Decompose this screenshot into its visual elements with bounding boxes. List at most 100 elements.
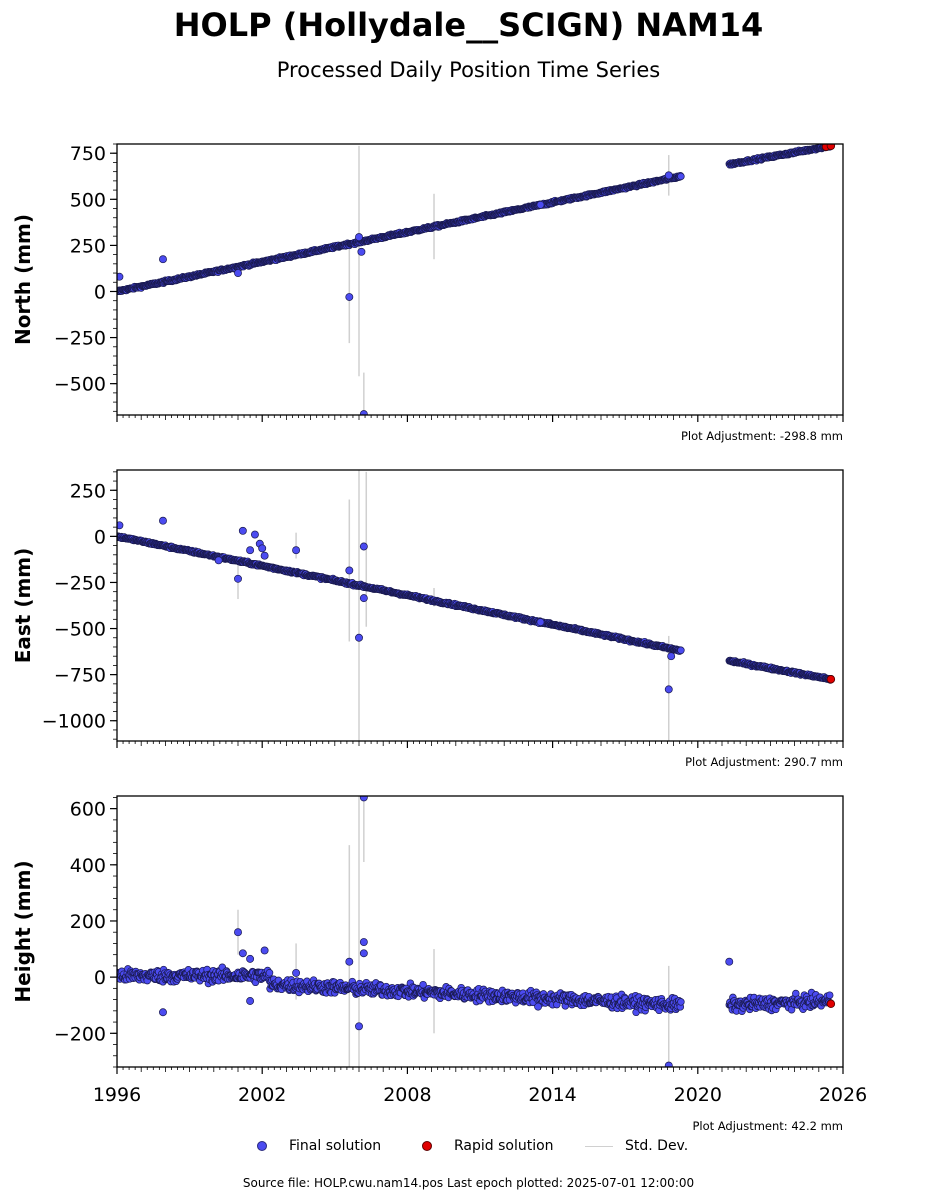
y-tick-label: −500 xyxy=(54,619,106,641)
final-point xyxy=(664,685,673,694)
final-point xyxy=(536,618,545,627)
x-tick-label: 2026 xyxy=(819,1084,867,1106)
y-tick-label: 500 xyxy=(70,189,106,211)
rapid-point xyxy=(826,999,836,1009)
final-point xyxy=(359,938,368,946)
final-point xyxy=(117,272,124,281)
plot-frame xyxy=(116,469,844,742)
source-footer: Source file: HOLP.cwu.nam14.pos Last epo… xyxy=(242,1176,695,1190)
x-tick-label: 2020 xyxy=(674,1084,722,1106)
y-tick-label: −750 xyxy=(54,665,106,687)
y-tick-label: 200 xyxy=(70,911,106,933)
plot-area xyxy=(117,144,836,415)
rapid-solution-marker-icon xyxy=(422,1141,432,1151)
legend-rapid-label: Rapid solution xyxy=(454,1138,554,1154)
final-solution-marker-icon xyxy=(257,1141,267,1151)
final-point xyxy=(258,544,267,553)
plot-adjustment-label: Plot Adjustment: -298.8 mm xyxy=(681,429,843,443)
y-tick-label: −250 xyxy=(54,328,106,350)
final-point xyxy=(677,998,685,1006)
final-point xyxy=(345,293,354,301)
final-point xyxy=(246,954,255,963)
final-point xyxy=(359,949,368,958)
stddev-line-icon xyxy=(585,1145,613,1147)
plot-adjustment-label: Plot Adjustment: 290.7 mm xyxy=(685,755,843,769)
final-point xyxy=(677,172,685,181)
final-point xyxy=(238,949,247,958)
y-tick-label: −1000 xyxy=(42,711,106,733)
final-point xyxy=(359,594,368,603)
panel-0: 750 500 250 0 −250 −500 North (mm) Plot Adjustm… xyxy=(11,143,844,443)
chart-subtitle: Processed Daily Position Time Series xyxy=(276,58,661,82)
final-point xyxy=(677,646,685,655)
y-tick-label: 750 xyxy=(70,143,106,165)
final-point xyxy=(419,980,427,989)
y-tick-label: 0 xyxy=(94,526,106,548)
panel-2: 600 400 200 0 −200 1996 2002 2008 2014 2020 2026 He… xyxy=(11,795,867,1133)
final-point xyxy=(234,928,242,937)
final-point xyxy=(238,526,247,535)
final-point xyxy=(250,530,259,539)
x-tick-label: 2014 xyxy=(528,1084,576,1106)
y-tick-label: 250 xyxy=(70,235,106,257)
final-point xyxy=(355,233,363,242)
final-point xyxy=(246,997,255,1005)
legend-stddev: Std. Dev. xyxy=(585,1138,688,1154)
panel-1: 250 0 −250 −500 −750 −1000 East (mm) Plot Adjus… xyxy=(11,469,844,769)
final-point xyxy=(355,1022,363,1031)
chart-title: HOLP (Hollydale__SCIGN) NAM14 xyxy=(173,6,764,44)
y-axis-label: East (mm) xyxy=(11,548,35,664)
y-axis-label: North (mm) xyxy=(11,214,35,345)
final-point xyxy=(234,269,242,277)
final-point xyxy=(345,957,354,966)
y-tick-label: −200 xyxy=(54,1023,106,1045)
y-tick-label: 250 xyxy=(70,480,106,502)
x-tick-label: 1996 xyxy=(93,1084,141,1106)
final-point xyxy=(292,546,301,555)
legend-final: Final solution xyxy=(257,1138,381,1154)
final-point xyxy=(355,633,363,642)
final-point xyxy=(725,957,734,966)
final-point xyxy=(536,200,545,209)
final-point xyxy=(667,652,676,661)
final-point xyxy=(664,171,673,180)
x-tick-label: 2002 xyxy=(238,1084,286,1106)
plot-area xyxy=(117,796,836,1067)
final-point xyxy=(117,521,124,530)
final-point xyxy=(345,566,354,575)
final-point xyxy=(159,1008,167,1017)
final-point xyxy=(159,255,167,264)
final-point xyxy=(234,574,242,583)
y-axis-label: Height (mm) xyxy=(11,860,35,1002)
plot-frame xyxy=(116,143,844,416)
final-point xyxy=(260,551,269,560)
final-point xyxy=(359,796,368,802)
y-tick-label: 0 xyxy=(94,281,106,303)
final-point xyxy=(357,247,366,256)
final-point xyxy=(246,546,255,555)
legend-stddev-label: Std. Dev. xyxy=(625,1138,689,1154)
plot-frame xyxy=(116,795,844,1068)
y-tick-label: 0 xyxy=(94,967,106,989)
final-point xyxy=(265,969,274,977)
final-point xyxy=(159,516,167,525)
final-point xyxy=(214,556,223,565)
final-point xyxy=(260,946,269,955)
legend-rapid: Rapid solution xyxy=(422,1138,554,1154)
y-tick-label: −250 xyxy=(54,572,106,594)
final-point xyxy=(359,542,368,551)
final-point xyxy=(292,968,301,977)
y-tick-label: 600 xyxy=(70,799,106,821)
final-point xyxy=(825,991,834,999)
rapid-point xyxy=(826,675,836,684)
plot-area xyxy=(117,470,836,741)
x-tick-label: 2008 xyxy=(383,1084,431,1106)
final-point xyxy=(664,1061,673,1067)
final-point xyxy=(359,410,368,415)
y-tick-label: −500 xyxy=(54,374,106,396)
plot-adjustment-label: Plot Adjustment: 42.2 mm xyxy=(692,1119,843,1133)
y-tick-label: 400 xyxy=(70,855,106,877)
legend-final-label: Final solution xyxy=(289,1138,382,1154)
rapid-point xyxy=(826,144,836,151)
